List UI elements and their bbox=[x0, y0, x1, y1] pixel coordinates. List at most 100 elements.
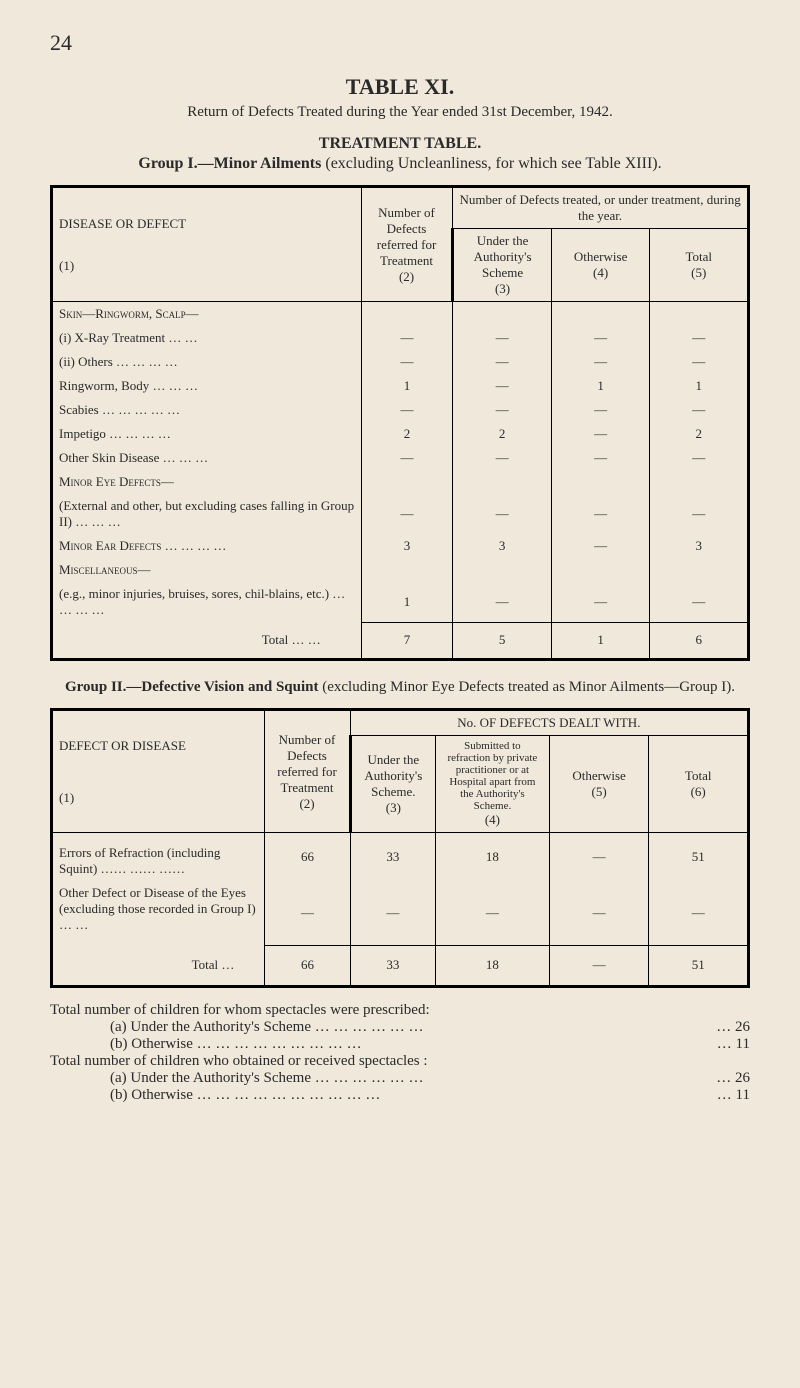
t1-misch-v5 bbox=[650, 558, 749, 582]
group2-rest: (excluding Minor Eye Defects treated as … bbox=[318, 679, 735, 695]
t1-others-label: (ii) Others … … … … bbox=[52, 350, 362, 374]
t1-misc-v3: — bbox=[453, 582, 552, 622]
table-row: (i) X-Ray Treatment … … — — — — bbox=[52, 326, 749, 350]
t1-scab-label: Scabies … … … … … bbox=[52, 398, 362, 422]
t1-total-v3: 5 bbox=[453, 622, 552, 660]
table-heading: TABLE XI. bbox=[50, 74, 750, 100]
t1-ring-v3: — bbox=[453, 374, 552, 398]
t1-head-c1: (1) bbox=[59, 258, 355, 274]
t2-head-defect: DEFECT OR DISEASE bbox=[59, 738, 258, 754]
t1-imp-v4: — bbox=[551, 422, 650, 446]
t1-head-c3: (3) bbox=[460, 281, 545, 297]
t1-xray-v4: — bbox=[551, 326, 650, 350]
t1-ring-v5: 1 bbox=[650, 374, 749, 398]
t2-oth-label: Other Defect or Disease of the Eyes (exc… bbox=[52, 881, 265, 945]
t1-head-other: Otherwise bbox=[558, 249, 644, 265]
t1-scab-v2: — bbox=[361, 398, 453, 422]
table-row: (External and other, but excluding cases… bbox=[52, 494, 749, 534]
footer-l6-lbl: (b) Otherwise … … … … … … … … … … bbox=[50, 1087, 380, 1104]
t1-osd-v5: — bbox=[650, 446, 749, 470]
t1-others-v5: — bbox=[650, 350, 749, 374]
t1-misc-v2: 1 bbox=[361, 582, 453, 622]
footer-l5-val: … 26 bbox=[716, 1070, 750, 1087]
t1-misc-v4: — bbox=[551, 582, 650, 622]
t1-misc-label: (e.g., minor injuries, bruises, sores, c… bbox=[52, 582, 362, 622]
page-number: 24 bbox=[50, 30, 750, 56]
t2-head-other: Otherwise bbox=[556, 768, 643, 784]
t1-head-c5: (5) bbox=[656, 265, 741, 281]
t2-err-v2: 66 bbox=[265, 833, 350, 882]
t2-oth-v6: — bbox=[649, 881, 749, 945]
treatment-title: TREATMENT TABLE. bbox=[50, 135, 750, 153]
table-row: Miscellaneous— bbox=[52, 558, 749, 582]
table-row: Errors of Refraction (including Squint) … bbox=[52, 833, 749, 882]
t1-others-v3: — bbox=[453, 350, 552, 374]
t1-head-c4: (4) bbox=[558, 265, 644, 281]
t2-head-c5: (5) bbox=[556, 784, 643, 800]
footer-l5-lbl: (a) Under the Authority's Scheme … … … …… bbox=[50, 1070, 423, 1087]
t1-ear-v4: — bbox=[551, 534, 650, 558]
t1-imp-v3: 2 bbox=[453, 422, 552, 446]
t2-head-total: Total bbox=[655, 768, 741, 784]
table-row: Impetigo … … … … 2 2 — 2 bbox=[52, 422, 749, 446]
t1-xray-label: (i) X-Ray Treatment … … bbox=[52, 326, 362, 350]
t1-ear-v2: 3 bbox=[361, 534, 453, 558]
footer-l2-lbl: (a) Under the Authority's Scheme … … … …… bbox=[50, 1019, 423, 1036]
t2-total-label: Total … bbox=[52, 945, 265, 987]
t2-err-v3: 33 bbox=[350, 833, 435, 882]
t2-err-v4: 18 bbox=[436, 833, 550, 882]
table-row: Other Skin Disease … … … — — — — bbox=[52, 446, 749, 470]
t1-eyeh-v5 bbox=[650, 470, 749, 494]
t1-ear-v3: 3 bbox=[453, 534, 552, 558]
table-row-total: Total … 66 33 18 — 51 bbox=[52, 945, 749, 987]
t1-xray-v3: — bbox=[453, 326, 552, 350]
t2-total-v4: 18 bbox=[436, 945, 550, 987]
t2-total-v5: — bbox=[549, 945, 649, 987]
footer-l3-val: … 11 bbox=[717, 1036, 750, 1053]
t1-skin-v2 bbox=[361, 302, 453, 327]
footer-line1: Total number of children for whom specta… bbox=[50, 1002, 750, 1019]
table-caption: Return of Defects Treated during the Yea… bbox=[50, 104, 750, 121]
t1-ring-v2: 1 bbox=[361, 374, 453, 398]
footer-l3-lbl: (b) Otherwise … … … … … … … … … bbox=[50, 1036, 362, 1053]
table-row: Minor Ear Defects … … … … 3 3 — 3 bbox=[52, 534, 749, 558]
t1-eye-v2: — bbox=[361, 494, 453, 534]
t1-eyeh-v2 bbox=[361, 470, 453, 494]
table-row: (e.g., minor injuries, bruises, sores, c… bbox=[52, 582, 749, 622]
table-row: Ringworm, Body … … … 1 — 1 1 bbox=[52, 374, 749, 398]
t1-xray-v5: — bbox=[650, 326, 749, 350]
t1-scab-v5: — bbox=[650, 398, 749, 422]
t2-head-c1: (1) bbox=[59, 790, 258, 806]
t2-head-c6: (6) bbox=[655, 784, 741, 800]
group1-bold: Group I.—Minor Ailments bbox=[138, 155, 321, 172]
t1-scab-v4: — bbox=[551, 398, 650, 422]
footer-line4: Total number of children who obtained or… bbox=[50, 1053, 750, 1070]
t1-total-v4: 1 bbox=[551, 622, 650, 660]
t2-err-label: Errors of Refraction (including Squint) … bbox=[52, 833, 265, 882]
t1-eyeh-v3 bbox=[453, 470, 552, 494]
t2-head-c3: (3) bbox=[358, 800, 429, 816]
t1-eye-label: (External and other, but excluding cases… bbox=[52, 494, 362, 534]
t1-xray-v2: — bbox=[361, 326, 453, 350]
t1-imp-v5: 2 bbox=[650, 422, 749, 446]
t1-skin-v5 bbox=[650, 302, 749, 327]
t2-total-v2: 66 bbox=[265, 945, 350, 987]
t1-misc-v5: — bbox=[650, 582, 749, 622]
t1-head-numdef: Number of Defects referred for Treatment bbox=[368, 205, 446, 269]
table-row: Other Defect or Disease of the Eyes (exc… bbox=[52, 881, 749, 945]
footer-block: Total number of children for whom specta… bbox=[50, 1002, 750, 1104]
t1-misch-v4 bbox=[551, 558, 650, 582]
t1-imp-label: Impetigo … … … … bbox=[52, 422, 362, 446]
t2-err-v6: 51 bbox=[649, 833, 749, 882]
t2-oth-v4: — bbox=[436, 881, 550, 945]
t1-eye-v3: — bbox=[453, 494, 552, 534]
t1-head-c2: (2) bbox=[368, 269, 446, 285]
group2-bold: Group II.—Defective Vision and Squint bbox=[65, 679, 319, 695]
footer-l6-val: … 11 bbox=[717, 1087, 750, 1104]
group2-line: Group II.—Defective Vision and Squint (e… bbox=[50, 679, 750, 696]
t1-others-v4: — bbox=[551, 350, 650, 374]
t2-head-c4: (4) bbox=[442, 812, 543, 828]
t2-total-v3: 33 bbox=[350, 945, 435, 987]
table-row: (ii) Others … … … … — — — — bbox=[52, 350, 749, 374]
t2-total-v6: 51 bbox=[649, 945, 749, 987]
